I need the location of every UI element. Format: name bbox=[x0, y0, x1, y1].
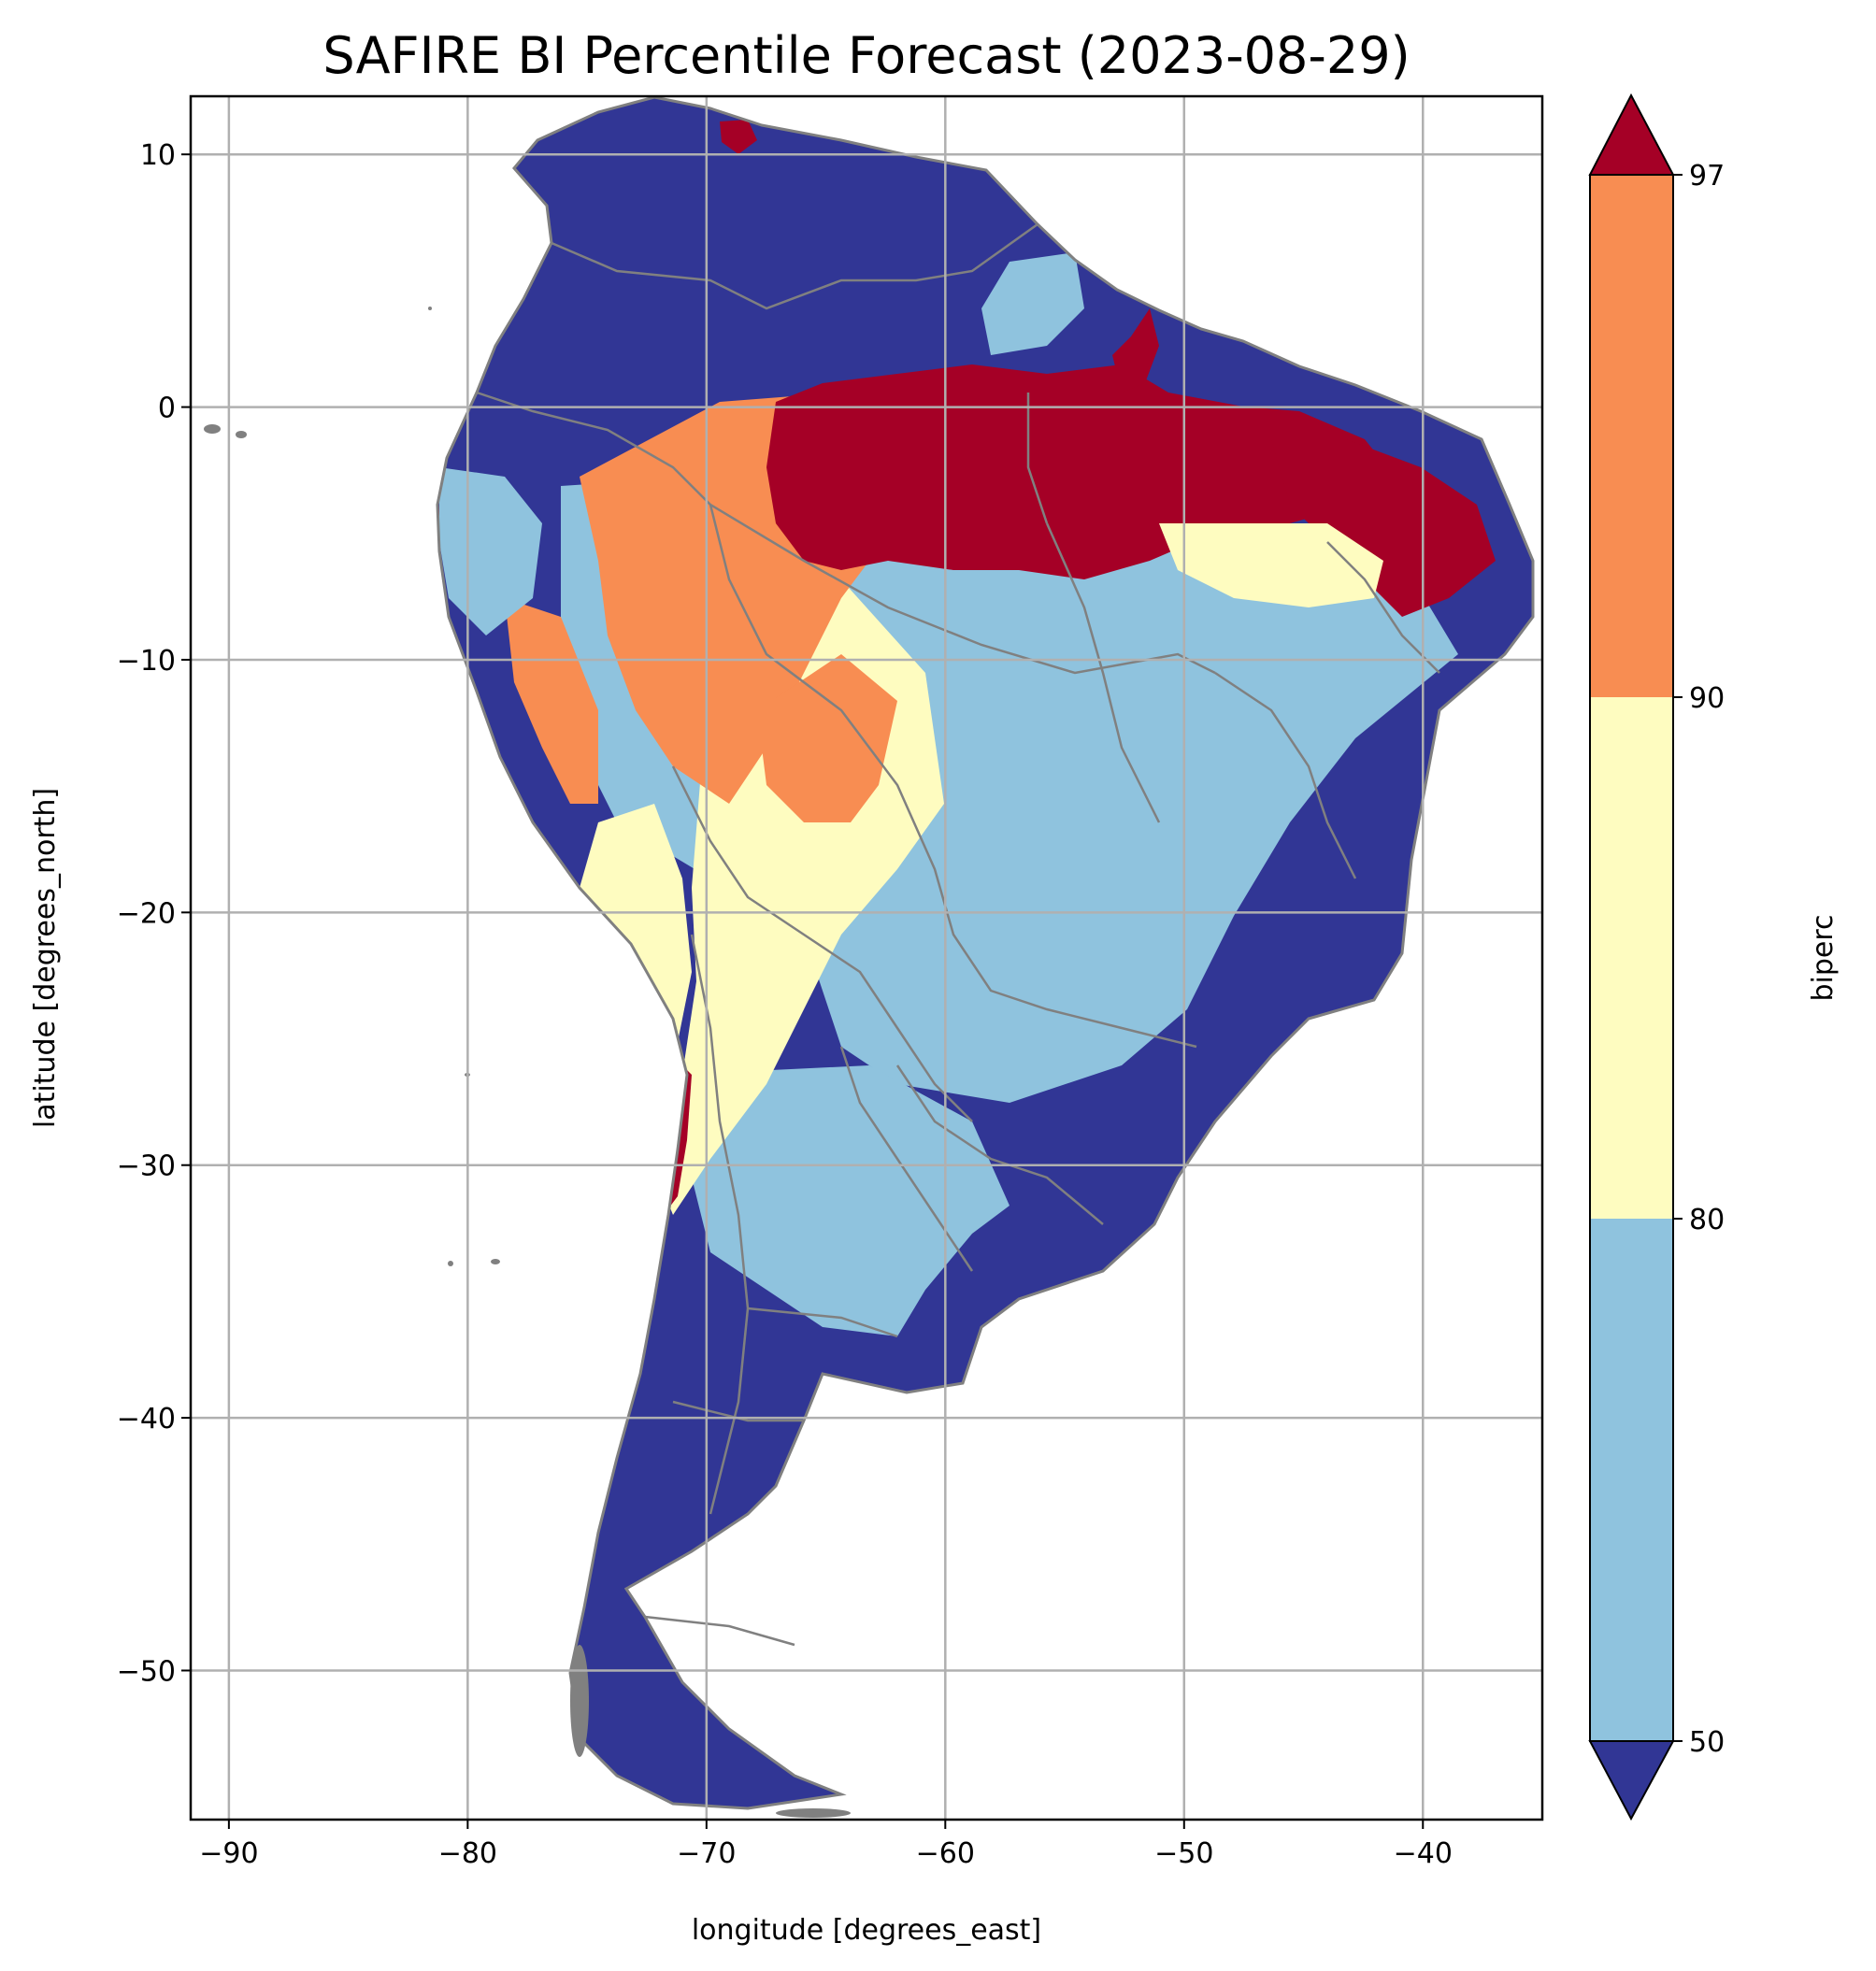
region-andes-high bbox=[505, 598, 598, 804]
colorbar-label: biperc bbox=[1807, 914, 1840, 1001]
x-tick-label: −90 bbox=[199, 1837, 258, 1870]
y-axis-ticks: 10 0 −10 −20 −30 −40 −50 bbox=[117, 139, 191, 1688]
colorbar-tick-80: 80 bbox=[1689, 1204, 1725, 1236]
x-tick-label: −40 bbox=[1394, 1837, 1453, 1870]
coastline bbox=[436, 96, 1535, 1810]
colorbar-tick-90: 90 bbox=[1689, 682, 1725, 715]
x-tick-label: −80 bbox=[438, 1837, 497, 1870]
colorbar-extend-high bbox=[1588, 93, 1675, 176]
colorbar-tick-50: 50 bbox=[1689, 1726, 1725, 1759]
region-bolivia-high bbox=[757, 654, 897, 822]
y-tick-label: −10 bbox=[117, 645, 176, 678]
x-axis-label: longitude [degrees_east] bbox=[692, 1914, 1041, 1947]
y-tick-label: −50 bbox=[117, 1655, 176, 1688]
region-northeast-extreme bbox=[1271, 439, 1496, 617]
y-tick-label: 0 bbox=[158, 393, 176, 425]
colorbar-tick-97: 97 bbox=[1689, 160, 1725, 193]
region-northeast-fringe bbox=[1159, 523, 1383, 607]
region-venezuela-north bbox=[720, 120, 757, 154]
plot-frame bbox=[189, 94, 1544, 1821]
y-axis-label: latitude [degrees_north] bbox=[29, 788, 62, 1128]
chart-title: SAFIRE BI Percentile Forecast (2023-08-2… bbox=[322, 26, 1410, 85]
y-tick-label: −30 bbox=[117, 1150, 176, 1183]
region-argentina-moderate bbox=[673, 1065, 1010, 1336]
x-tick-label: −50 bbox=[1154, 1837, 1213, 1870]
country-borders bbox=[476, 222, 1440, 1647]
colorbar: 97 90 80 50 biperc bbox=[1588, 93, 1840, 1821]
colorbar-band-80-90 bbox=[1590, 697, 1673, 1219]
y-tick-label: −40 bbox=[117, 1403, 176, 1435]
islands bbox=[204, 307, 851, 1818]
map-area bbox=[191, 96, 1542, 1820]
region-ecuador-mixed bbox=[439, 467, 542, 636]
y-tick-label: 10 bbox=[140, 139, 176, 172]
colorbar-frame bbox=[1589, 174, 1674, 1742]
colorbar-band-90-97 bbox=[1590, 175, 1673, 697]
x-tick-label: −60 bbox=[916, 1837, 975, 1870]
colorbar-extend-low bbox=[1588, 1740, 1675, 1821]
colorbar-band-50-80 bbox=[1590, 1219, 1673, 1741]
region-colombia-fringe bbox=[981, 252, 1084, 355]
y-tick-label: −20 bbox=[117, 897, 176, 930]
x-tick-label: −70 bbox=[677, 1837, 736, 1870]
region-guiana-extreme bbox=[1112, 308, 1159, 393]
gridlines bbox=[191, 96, 1542, 1820]
x-axis-ticks: −90 −80 −70 −60 −50 −40 bbox=[199, 1820, 1453, 1870]
